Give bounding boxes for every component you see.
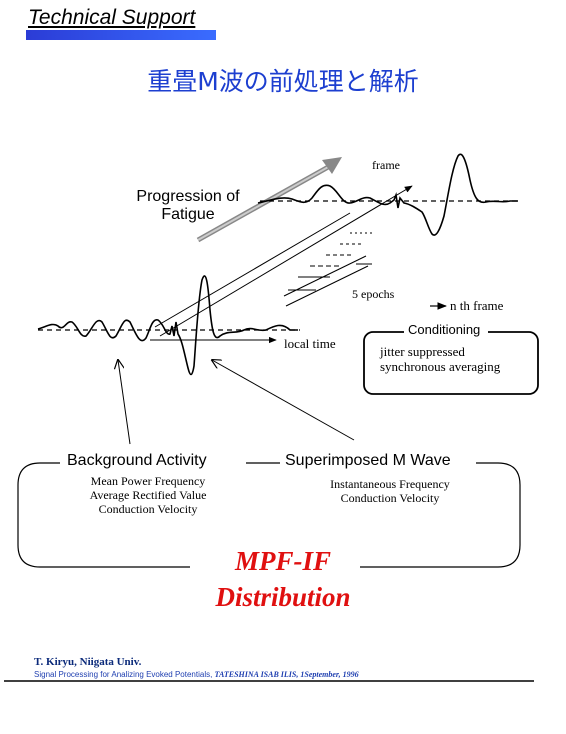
footer-reference-venue: TATESHINA ISAB ILIS, 1September, 1996	[214, 670, 359, 679]
conditioning-label: Conditioning	[408, 322, 481, 337]
background-activity-item: Average Rectified Value	[89, 488, 207, 502]
footer-reference-text: Signal Processing for Analizing Evoked P…	[34, 670, 215, 679]
header-title: Technical Support	[28, 6, 196, 29]
superimposed-m-wave-title: Superimposed M Wave	[285, 452, 451, 469]
background-activity-title: Background Activity	[67, 452, 207, 469]
nth-frame-label: n th frame	[450, 298, 504, 313]
epochs-arrow	[283, 255, 369, 307]
background-activity-item: Mean Power Frequency	[90, 474, 206, 488]
distribution-title-line1: MPF-IF	[234, 546, 332, 576]
analysis-container	[17, 462, 521, 568]
progression-label-line1: Progression of	[136, 188, 240, 205]
superimposed-m-wave-item: Conduction Velocity	[340, 491, 440, 505]
distribution-title-line2: Distribution	[215, 582, 351, 612]
frame-projection-line-lower	[154, 212, 351, 328]
footer-reference: Signal Processing for Analizing Evoked P…	[34, 670, 359, 679]
local-time-label: local time	[284, 336, 336, 351]
frame-label: frame	[372, 158, 400, 172]
conditioning-label-bg	[404, 323, 488, 339]
frame-projection-line-upper	[159, 185, 413, 337]
page-title: 重畳M波の前処理と解析	[147, 67, 419, 96]
epoch-stack	[288, 232, 372, 291]
superimposed-wave-arrow	[212, 360, 355, 441]
conditioning-item: jitter suppressed	[380, 344, 465, 359]
nth-frame-waveform	[257, 153, 518, 236]
header-bar	[26, 30, 216, 40]
background-activity-arrow	[118, 360, 131, 445]
conditioning-item: synchronous averaging	[380, 359, 501, 374]
local-frame-waveform	[37, 275, 300, 376]
fatigue-progression-arrow	[196, 157, 342, 243]
footer-author: T. Kiryu, Niigata Univ.	[34, 656, 142, 668]
progression-label-line2: Fatigue	[161, 206, 215, 223]
epochs-label: 5 epochs	[352, 287, 395, 301]
background-activity-item: Conduction Velocity	[98, 502, 198, 516]
superimposed-m-wave-item: Instantaneous Frequency	[330, 477, 450, 491]
